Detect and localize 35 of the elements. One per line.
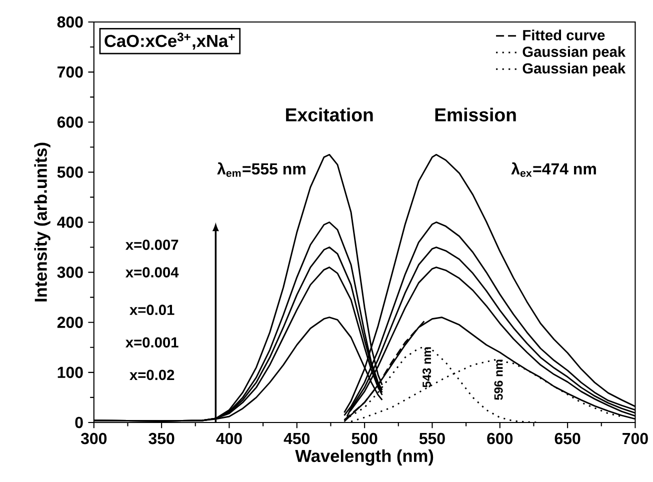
y-tick-label: 800 xyxy=(57,16,83,28)
y-tick-label: 200 xyxy=(57,316,83,328)
annotation: Excitation xyxy=(286,108,373,122)
annotation: x=0.007 xyxy=(126,239,178,250)
y-tick-label: 100 xyxy=(58,366,83,378)
annotation: x=0.02 xyxy=(130,370,174,380)
annotation: x=0.01 xyxy=(130,304,174,315)
x-tick-label: 600 xyxy=(487,432,513,444)
x-tick-label: 350 xyxy=(148,432,174,444)
y-axis-title: Intensity (arb.units) xyxy=(34,142,50,302)
x-tick-label: 550 xyxy=(419,432,445,444)
legend-label: Gaussian peak xyxy=(522,62,626,76)
annotation: λ$_{em}$=555 nm xyxy=(217,162,306,177)
y-tick-label: 700 xyxy=(58,66,83,78)
annotation: Emission xyxy=(435,108,516,122)
annotation: x=0.001 xyxy=(126,337,178,348)
legend-label: Gaussian peak xyxy=(522,46,626,60)
y-tick-label: 400 xyxy=(57,216,83,228)
annotation: x=0.004 xyxy=(126,266,179,278)
x-tick-label: 400 xyxy=(216,432,242,444)
x-tick-label: 450 xyxy=(284,432,310,444)
x-axis-title: Wavelength (nm) xyxy=(295,449,434,466)
y-tick-label: 600 xyxy=(57,116,83,128)
y-tick-label: 300 xyxy=(57,266,83,278)
legend-label: Fitted curve xyxy=(523,29,605,40)
annotation: 543 nm xyxy=(422,347,432,388)
x-tick-label: 700 xyxy=(622,432,648,444)
annotation: 596 nm xyxy=(494,360,503,400)
x-tick-label: 500 xyxy=(352,432,378,444)
x-tick-label: 300 xyxy=(80,432,107,444)
text: CaO:xCe$^{3+}$,xNa$^{+}$ xyxy=(104,32,235,50)
y-tick-label: 500 xyxy=(57,166,83,178)
y-tick-label: 0 xyxy=(75,416,83,428)
annotation: λ$_{ex}$=474 nm xyxy=(511,162,596,177)
x-tick-label: 650 xyxy=(554,432,580,444)
